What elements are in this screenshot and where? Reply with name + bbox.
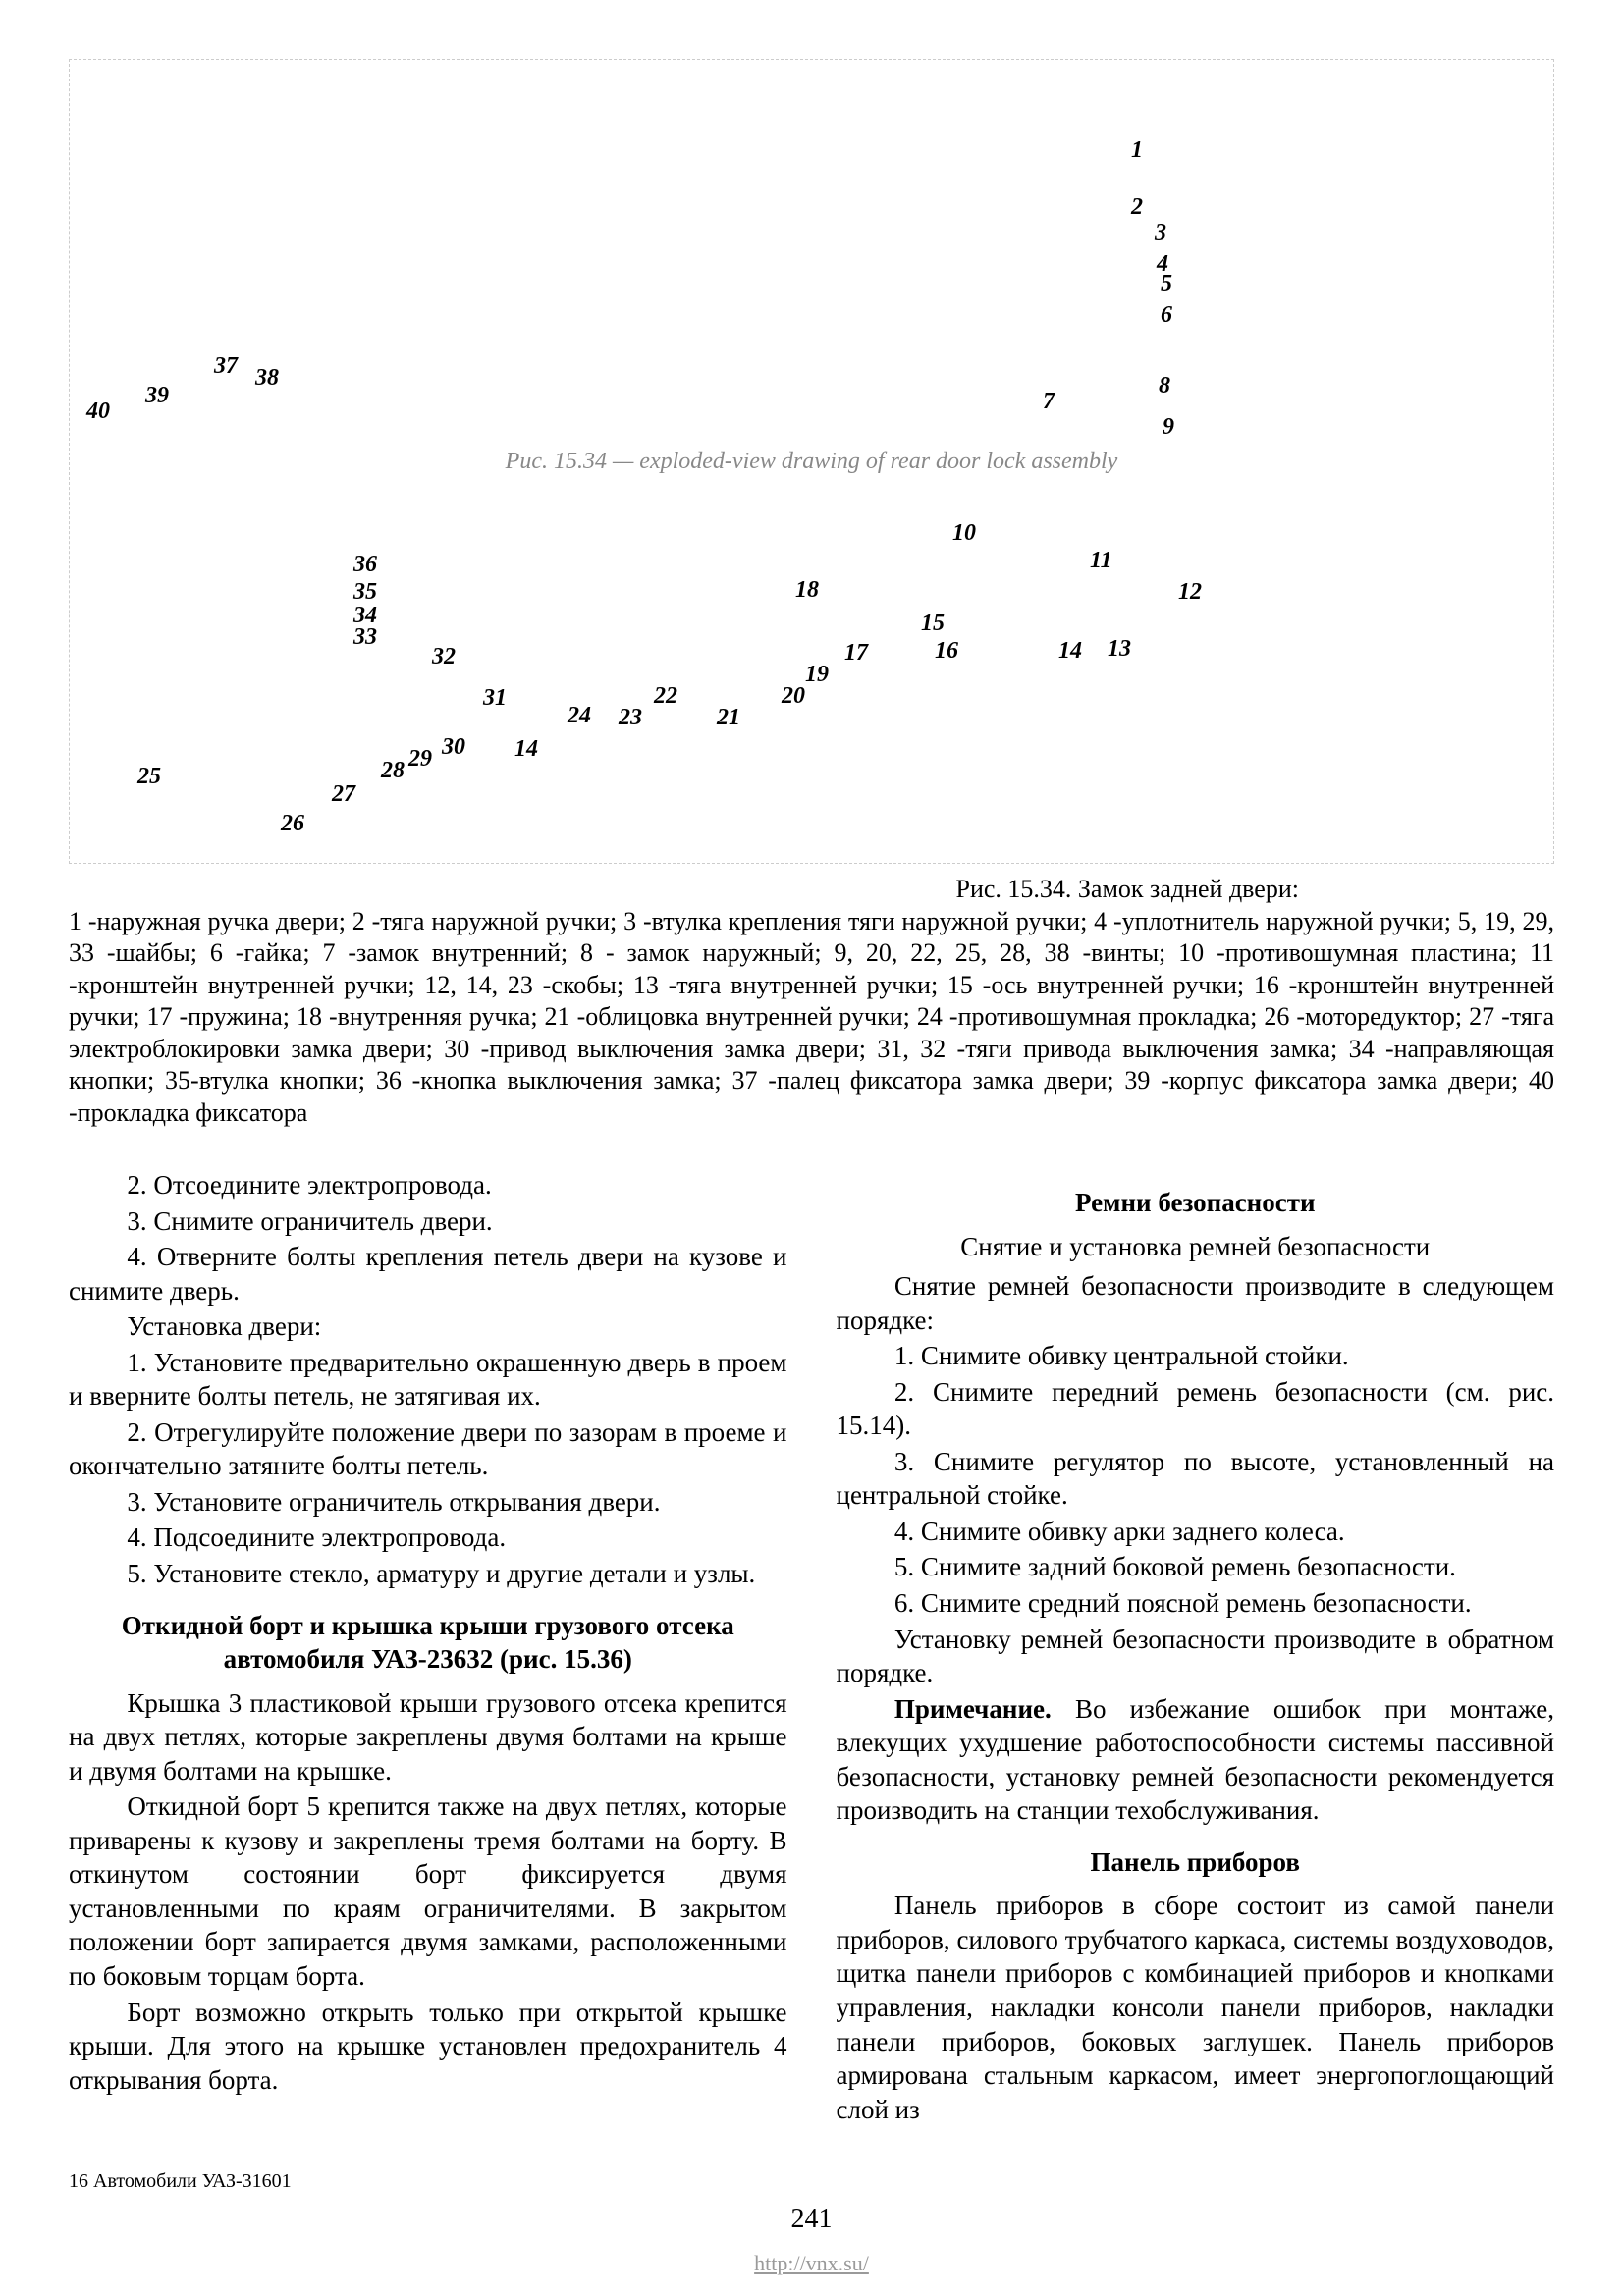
callout-18: 18 (795, 577, 819, 604)
body-text: 4. Снимите обивку арки заднего колеса. (837, 1515, 1555, 1549)
callout-34: 34 (353, 603, 377, 629)
body-text: Примечание. Во избежание ошибок при монт… (837, 1692, 1555, 1828)
body-text: 2. Отрегулируйте положение двери по зазо… (69, 1415, 787, 1483)
body-text: Борт возможно открыть только при открыто… (69, 1996, 787, 2098)
body-columns: 2. Отсоедините электропровода. 3. Снимит… (69, 1168, 1554, 2128)
body-text: 6. Снимите средний поясной ремень безопа… (837, 1586, 1555, 1621)
page: Рис. 15.34 — exploded-view drawing of re… (0, 0, 1623, 2296)
callout-24: 24 (568, 703, 591, 729)
callout-22: 22 (654, 683, 677, 710)
body-text: Установка двери: (69, 1309, 787, 1344)
body-text: Панель приборов в сборе состоит из самой… (837, 1889, 1555, 2126)
callout-26: 26 (281, 811, 304, 837)
watermark-link: http://vnx.su/ (0, 2251, 1623, 2276)
callout-28: 28 (381, 758, 405, 784)
body-text: 3. Снимите регулятор по высоте, установл… (837, 1445, 1555, 1513)
figure-caption-body: 1 -наружная ручка двери; 2 -тяга наружно… (69, 907, 1554, 1127)
callout-30: 30 (442, 734, 465, 761)
callout-32: 32 (432, 644, 456, 670)
callout-16: 16 (935, 638, 958, 665)
callout-3: 3 (1155, 220, 1166, 246)
body-text: Крышка 3 пластиковой крыши грузового отс… (69, 1686, 787, 1789)
callout-36: 36 (353, 552, 377, 578)
callout-37: 37 (214, 353, 238, 380)
section-heading: Панель приборов (837, 1845, 1555, 1880)
callout-38: 38 (255, 365, 279, 392)
body-text: Снятие ремней безопасности производите в… (837, 1269, 1555, 1337)
callout-5: 5 (1161, 271, 1172, 297)
note-lead: Примечание. (894, 1694, 1052, 1724)
page-number: 241 (0, 2204, 1623, 2235)
callout-27: 27 (332, 781, 355, 808)
body-text: 2. Снимите передний ремень безопасности … (837, 1375, 1555, 1443)
callout-9: 9 (1163, 414, 1174, 441)
callout-20: 20 (782, 683, 805, 710)
callout-10: 10 (952, 520, 976, 547)
callout-25: 25 (137, 764, 161, 790)
body-text: 4. Подсоедините электропровода. (69, 1521, 787, 1555)
callout-14: 14 (1058, 638, 1082, 665)
callout-29: 29 (408, 746, 432, 773)
figure-placeholder: Рис. 15.34 — exploded-view drawing of re… (69, 59, 1554, 864)
body-text: 1. Снимите обивку центральной стойки. (837, 1339, 1555, 1373)
callout-12: 12 (1178, 579, 1202, 606)
callout-40: 40 (86, 399, 110, 425)
body-text: 3. Установите ограничитель открывания дв… (69, 1485, 787, 1520)
figure-caption-title: Рис. 15.34. Замок задней двери: (69, 874, 1299, 906)
callout-2: 2 (1131, 194, 1143, 221)
callout-6: 6 (1161, 302, 1172, 329)
body-text: 5. Установите стекло, арматуру и другие … (69, 1557, 787, 1591)
body-text: Установку ремней безопасности производит… (837, 1623, 1555, 1690)
section-heading: Откидной борт и крышка крыши грузового о… (69, 1609, 787, 1677)
callout-17: 17 (844, 640, 868, 667)
callout-14: 14 (514, 736, 538, 763)
body-text: 3. Снимите ограничитель двери. (69, 1204, 787, 1239)
body-text: 2. Отсоедините электропровода. (69, 1168, 787, 1202)
callout-39: 39 (145, 383, 169, 409)
callout-8: 8 (1159, 373, 1170, 400)
callout-35: 35 (353, 579, 377, 606)
right-column: Ремни безопасности Снятие и установка ре… (837, 1168, 1555, 2128)
sub-heading: Снятие и установка ремней безопасности (837, 1230, 1555, 1264)
callout-1: 1 (1131, 137, 1143, 164)
callout-23: 23 (619, 705, 642, 731)
callout-21: 21 (717, 705, 740, 731)
figure-caption: Рис. 15.34. Замок задней двери: 1 -наруж… (69, 874, 1554, 1129)
callout-19: 19 (805, 662, 829, 688)
footer-signature: 16 Автомобили УАЗ-31601 (69, 2170, 292, 2193)
left-column: 2. Отсоедините электропровода. 3. Снимит… (69, 1168, 787, 2128)
callout-7: 7 (1043, 389, 1055, 415)
callout-15: 15 (921, 611, 945, 637)
callout-13: 13 (1108, 636, 1131, 663)
body-text: 4. Отверните болты крепления петель двер… (69, 1240, 787, 1308)
section-heading: Ремни безопасности (837, 1186, 1555, 1220)
body-text: 1. Установите предварительно окрашенную … (69, 1346, 787, 1414)
callout-11: 11 (1090, 548, 1112, 574)
body-text: Откидной борт 5 крепится также на двух п… (69, 1789, 787, 1993)
callout-31: 31 (483, 685, 507, 712)
body-text: 5. Снимите задний боковой ремень безопас… (837, 1550, 1555, 1584)
figure-15-34: Рис. 15.34 — exploded-view drawing of re… (69, 59, 1554, 864)
